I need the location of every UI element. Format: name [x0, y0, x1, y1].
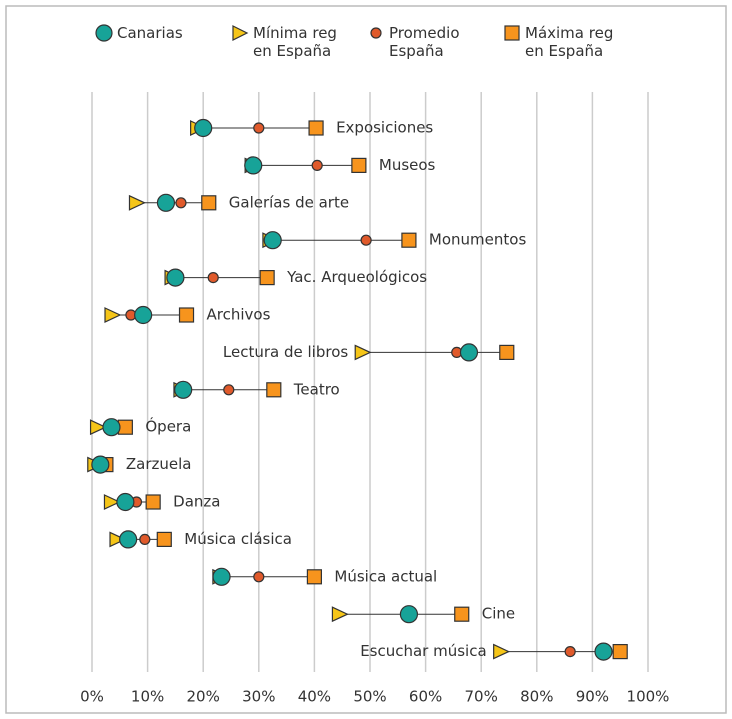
- x-tick-label: 50%: [353, 688, 386, 706]
- promedio-marker: [311, 159, 323, 171]
- canarias-marker: [134, 305, 153, 325]
- legend-swatch: [370, 27, 382, 39]
- promedio-marker: [253, 571, 265, 583]
- frame: [5, 5, 727, 714]
- canarias-marker: [91, 455, 110, 474]
- promedio-marker: [223, 384, 235, 396]
- x-tick-label: 10%: [131, 688, 164, 706]
- legend-label: Máxima reg en España: [525, 24, 614, 60]
- legend-label: Promedio España: [389, 24, 460, 60]
- min-marker: [89, 419, 107, 436]
- promedio-marker: [360, 234, 372, 246]
- legend-label: Canarias: [117, 24, 183, 42]
- min-marker: [103, 494, 121, 510]
- x-tick-label: 60%: [409, 688, 442, 706]
- canarias-marker: [116, 492, 135, 512]
- legend: Canarias Mínima reg en España Promedio Esp…: [95, 24, 621, 60]
- min-marker: [128, 194, 146, 211]
- max-marker: [612, 643, 628, 660]
- legend-marker: [95, 24, 113, 42]
- canarias-marker: [459, 343, 479, 362]
- max-marker: [454, 606, 470, 622]
- x-tick-label: 80%: [520, 688, 553, 706]
- canarias-marker: [263, 231, 282, 250]
- promedio-marker: [253, 122, 265, 134]
- max-marker: [308, 120, 324, 136]
- legend-item: Máxima reg en España: [503, 24, 621, 60]
- max-marker: [145, 494, 161, 510]
- category-label: Galerías de arte: [229, 193, 349, 211]
- category-label: Monumentos: [429, 231, 527, 249]
- legend-marker: [370, 27, 382, 39]
- promedio-marker: [207, 272, 219, 284]
- max-marker: [401, 232, 417, 248]
- category-label: Zarzuela: [126, 455, 192, 473]
- canarias-marker: [399, 605, 419, 624]
- x-tick-label: 20%: [187, 688, 220, 706]
- category-label: Lectura de libros: [223, 343, 348, 361]
- x-tick-label: 0%: [80, 688, 104, 706]
- legend-label: Mínima reg en España: [253, 24, 337, 60]
- x-tick-label: 70%: [465, 688, 498, 706]
- canarias-marker: [212, 567, 231, 586]
- max-marker: [266, 382, 282, 398]
- category-label: Museos: [379, 156, 436, 174]
- category-label: Yac. Arqueológicos: [286, 268, 427, 286]
- legend-swatch: [504, 25, 520, 41]
- promedio-marker: [175, 197, 187, 209]
- min-marker: [104, 307, 122, 323]
- category-label: Música actual: [334, 567, 437, 585]
- legend-item: Canarias: [95, 24, 213, 60]
- canarias-marker: [244, 156, 263, 175]
- max-marker: [178, 307, 195, 323]
- min-marker: [354, 344, 372, 361]
- category-label: Exposiciones: [336, 119, 433, 137]
- min-marker: [493, 643, 511, 660]
- legend-marker: [232, 25, 249, 41]
- category-label: Ópera: [145, 417, 191, 436]
- category-label: Música clásica: [184, 530, 292, 548]
- max-marker: [156, 531, 172, 548]
- canarias-marker: [156, 193, 176, 212]
- max-marker: [351, 157, 367, 173]
- min-marker: [331, 606, 349, 623]
- promedio-marker: [564, 645, 576, 658]
- promedio-marker: [139, 533, 151, 546]
- x-tick-label: 90%: [576, 688, 609, 706]
- category-label: Cine: [482, 605, 515, 623]
- canarias-marker: [119, 530, 138, 549]
- legend-item: Promedio España: [367, 24, 485, 60]
- legend-swatch: [232, 25, 249, 41]
- category-label: Escuchar música: [360, 642, 486, 660]
- legend-item: Mínima reg en España: [231, 24, 349, 60]
- min-marker: [109, 531, 127, 548]
- x-tick-label: 30%: [242, 688, 275, 706]
- max-marker: [306, 569, 322, 585]
- legend-marker: [504, 25, 520, 41]
- canarias-marker: [594, 642, 613, 661]
- canarias-marker: [194, 118, 213, 138]
- canarias-marker: [166, 268, 185, 287]
- legend-swatch: [95, 24, 113, 42]
- max-marker: [259, 270, 275, 286]
- canarias-marker: [174, 380, 193, 399]
- x-tick-label: 40%: [298, 688, 331, 706]
- category-label: Archivos: [207, 306, 271, 324]
- max-marker: [499, 344, 515, 360]
- category-label: Teatro: [293, 380, 340, 398]
- max-marker: [201, 195, 217, 211]
- category-label: Danza: [173, 493, 220, 511]
- x-tick-label: 100%: [627, 688, 670, 706]
- canarias-marker: [102, 418, 121, 437]
